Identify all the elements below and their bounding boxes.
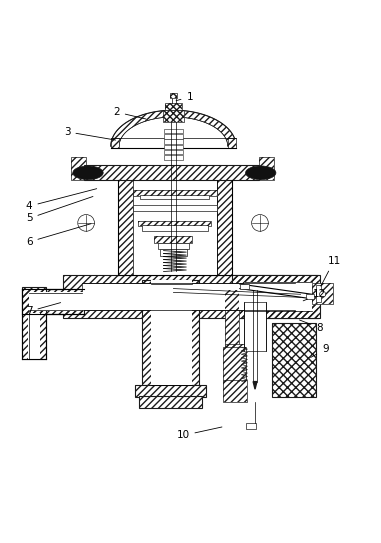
Bar — [312, 283, 333, 304]
Bar — [306, 294, 314, 299]
Bar — [29, 313, 40, 359]
Bar — [225, 344, 245, 382]
Bar — [312, 283, 333, 304]
Bar — [118, 180, 133, 275]
Bar — [165, 103, 182, 110]
Text: 12: 12 — [303, 289, 326, 301]
Bar — [142, 225, 208, 230]
Bar — [164, 129, 182, 133]
Bar — [164, 144, 182, 149]
Bar — [140, 195, 210, 199]
Bar — [164, 140, 182, 144]
Ellipse shape — [245, 166, 276, 180]
Bar — [138, 222, 211, 226]
Text: 6: 6 — [26, 224, 91, 247]
Bar — [232, 275, 320, 318]
Bar — [133, 180, 217, 275]
Bar — [217, 180, 232, 275]
Text: 11: 11 — [321, 256, 341, 286]
Bar — [223, 381, 247, 402]
Circle shape — [320, 291, 326, 298]
Bar — [164, 134, 182, 138]
Bar — [133, 205, 217, 211]
Bar — [246, 424, 256, 429]
Polygon shape — [111, 110, 173, 146]
Text: 7: 7 — [26, 302, 61, 317]
Bar — [136, 384, 206, 397]
Bar — [243, 282, 312, 311]
Bar — [160, 249, 187, 256]
Bar — [228, 138, 236, 148]
Bar — [22, 289, 84, 314]
Bar — [154, 236, 192, 243]
Bar — [164, 155, 182, 160]
Text: 9: 9 — [311, 344, 328, 357]
Bar — [225, 344, 245, 382]
Text: 8: 8 — [299, 320, 323, 333]
Bar — [272, 323, 316, 397]
Bar — [133, 190, 217, 195]
Bar — [142, 280, 199, 386]
Bar — [228, 138, 236, 148]
Text: 10: 10 — [176, 427, 222, 440]
Bar — [259, 157, 274, 180]
Bar — [154, 236, 192, 243]
Bar — [111, 138, 119, 148]
Text: 4: 4 — [26, 188, 97, 211]
Bar — [223, 348, 245, 382]
Bar — [170, 93, 177, 98]
Bar — [71, 157, 86, 180]
Bar — [259, 157, 274, 180]
Bar — [139, 396, 202, 408]
Bar — [84, 165, 259, 180]
Bar — [133, 190, 217, 195]
Bar — [163, 110, 184, 122]
Bar — [164, 150, 182, 154]
Bar — [225, 291, 239, 351]
Bar — [84, 165, 259, 180]
Bar — [217, 180, 232, 275]
Bar — [136, 384, 206, 397]
Bar — [150, 280, 192, 386]
Bar — [158, 243, 189, 249]
Bar — [63, 275, 318, 318]
Bar — [225, 291, 239, 351]
Bar — [142, 280, 199, 386]
Bar — [223, 348, 245, 382]
Bar — [22, 289, 84, 314]
Bar — [163, 110, 184, 122]
Ellipse shape — [111, 110, 236, 182]
Bar — [316, 285, 322, 302]
Circle shape — [251, 214, 268, 231]
Bar — [170, 93, 177, 98]
Bar — [111, 138, 119, 148]
Bar — [272, 323, 316, 397]
Bar — [63, 275, 318, 318]
Bar — [82, 283, 295, 310]
Bar — [29, 292, 84, 311]
Text: 1: 1 — [176, 92, 193, 102]
Polygon shape — [173, 110, 236, 146]
Text: 3: 3 — [64, 127, 116, 140]
Bar — [232, 275, 320, 318]
Bar — [243, 302, 266, 351]
Bar — [223, 381, 247, 402]
Bar — [139, 396, 202, 408]
Circle shape — [78, 214, 94, 231]
Text: 2: 2 — [113, 107, 146, 119]
Bar — [138, 222, 211, 226]
Bar — [22, 287, 46, 359]
Bar — [71, 157, 86, 180]
Polygon shape — [253, 382, 257, 389]
Ellipse shape — [73, 166, 103, 180]
Bar — [22, 287, 46, 359]
Bar — [165, 103, 182, 110]
Text: 5: 5 — [26, 197, 93, 223]
Bar — [118, 180, 133, 275]
Bar — [240, 284, 249, 288]
